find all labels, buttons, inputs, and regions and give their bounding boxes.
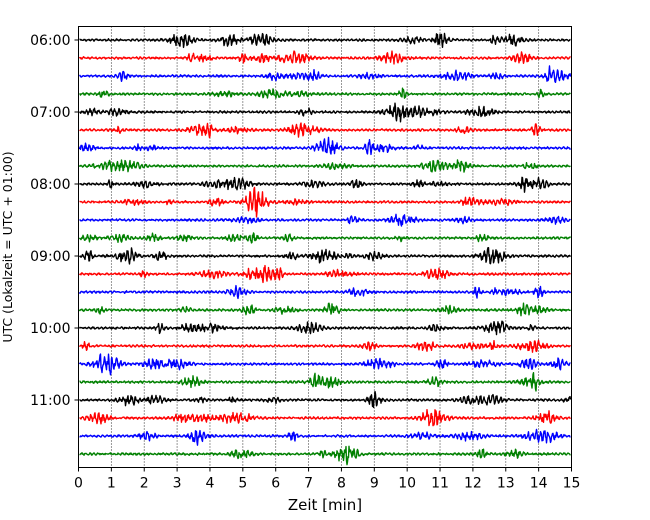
trace-row-0600 [80,33,571,47]
y-tick-label: 07:00 [30,105,70,121]
x-axis-ticks: 0 1 2 3 4 5 6 7 8 9 10 11 12 13 14 15 [74,468,580,492]
trace-row-0815 [80,187,571,216]
trace-row-0615 [80,51,571,64]
x-tick-label: 2 [140,476,149,492]
x-tick-label: 13 [497,476,515,492]
x-tick-label: 10 [398,476,416,492]
x-tick-label: 9 [370,476,379,492]
y-tick-label: 09:00 [30,249,70,265]
x-axis-label: Zeit [min] [288,496,362,514]
trace-row-1030 [80,354,571,375]
y-tick-label: 11:00 [30,393,70,409]
x-tick-label: 14 [530,476,548,492]
x-tick-label: 6 [271,476,280,492]
trace-row-0945 [80,303,571,315]
trace-row-0715 [80,123,571,138]
x-tick-label: 15 [563,476,581,492]
x-tick-label: 4 [206,476,215,492]
trace-row-1100 [80,392,571,408]
x-tick-label: 8 [337,476,346,492]
trace-row-1130 [80,429,571,445]
y-axis-ticks: 06:00 07:00 08:00 09:00 10:00 11:00 [30,33,78,409]
x-tick-label: 12 [464,476,482,492]
y-tick-label: 08:00 [30,177,70,193]
trace-row-1115 [80,410,571,426]
x-tick-label: 11 [431,476,449,492]
x-tick-label: 3 [173,476,182,492]
trace-row-0745 [80,160,571,172]
y-axis-label: UTC (Lokalzeit = UTC + 01:00) [0,151,15,342]
x-tick-label: 1 [107,476,116,492]
x-tick-label: 7 [304,476,313,492]
trace-row-1000 [80,321,571,334]
trace-row-0930 [80,286,571,299]
trace-row-0730 [80,137,571,154]
y-tick-label: 10:00 [30,321,70,337]
x-tick-label: 0 [74,476,83,492]
trace-row-1145 [80,446,571,464]
trace-row-1045 [80,373,571,391]
trace-row-0845 [80,233,571,243]
x-tick-label: 5 [238,476,247,492]
trace-row-0630 [80,66,571,82]
y-tick-label: 06:00 [30,33,70,49]
trace-row-1015 [80,340,571,352]
trace-rows [80,33,571,464]
trace-row-0915 [80,266,571,283]
trace-row-0830 [80,214,571,226]
trace-row-0700 [80,103,571,122]
trace-row-0900 [80,248,571,264]
trace-row-0800 [80,177,571,192]
trace-row-0645 [80,88,571,98]
